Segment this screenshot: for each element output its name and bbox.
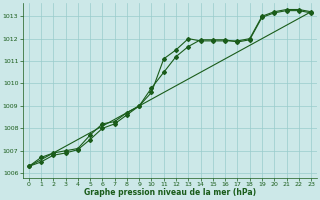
X-axis label: Graphe pression niveau de la mer (hPa): Graphe pression niveau de la mer (hPa): [84, 188, 256, 197]
